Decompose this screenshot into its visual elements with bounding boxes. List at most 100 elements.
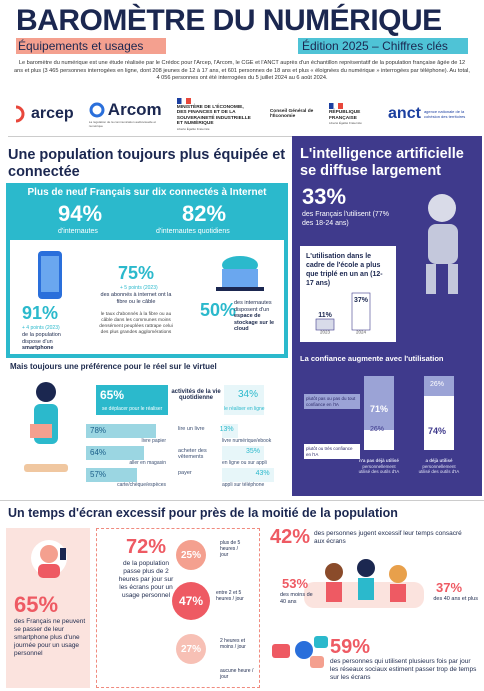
ministere-logo: MINISTÈRE DE L'ÉCONOMIE, DES FINANCES ET… (176, 97, 255, 131)
smartphone-pct: 91% (22, 303, 59, 323)
trust-a-caption: n'a pas déjà utilisé personnellement uti… (358, 458, 400, 474)
screen-time-pct: 72% (126, 536, 167, 558)
logo-strip: arcep Arcom La régulation de la communic… (14, 94, 470, 134)
section1-title: Une population toujours plus équipée et … (8, 147, 286, 180)
smartphone-label: de la population dispose d'un smartphone (22, 332, 61, 351)
act-left-label: se déplacer pour le réaliser (102, 406, 163, 412)
smartphone-icon (38, 251, 62, 299)
bar-2023 (315, 318, 335, 331)
arcom-logo: Arcom La régulation de la communication … (88, 100, 162, 128)
row-left-bar (86, 424, 157, 438)
c1-label: plus de 5 heures / jour (220, 540, 241, 558)
social-icons-illustration-icon (272, 636, 328, 668)
trust-bar-b-top (424, 376, 454, 396)
excess-label: des personnes jugent excessif leur temps… (314, 530, 462, 545)
screen-time-c1: 25% (176, 540, 206, 570)
connected-title: Plus de neuf Français sur dix connectés … (27, 187, 267, 198)
row-right-label: livre numérique/ebook (222, 438, 272, 444)
reader-illustration-icon (24, 382, 68, 472)
row-right-pct: 35% (246, 448, 261, 455)
ai-pct: 33% (302, 184, 347, 209)
category-label: 2024 (356, 330, 367, 335)
activities-block: 65% se déplacer pour le réaliser activit… (96, 385, 280, 417)
old-label: des 40 ans et plus (433, 596, 478, 602)
fibre-delta: + 5 points (2023) (120, 285, 158, 291)
divider (8, 136, 476, 137)
row-mid-label: lire un livre (178, 426, 205, 432)
row-right-pct: 43% (255, 470, 270, 477)
cge-logo: Conseil Général de l'Économie (269, 108, 314, 120)
ai-label: des Français l'utilisent (77% des 18-24 … (302, 211, 389, 227)
woman-phone-illustration-icon (31, 540, 67, 578)
excess-pct: 42% (270, 526, 311, 548)
screen-time-label: de la population passe plus de 2 heures … (118, 560, 174, 599)
smart-dependence-pct: 65% (14, 592, 59, 617)
ai-title: L'intelligence artificielle se diffuse l… (300, 146, 464, 179)
row-left-label: livre papier (141, 438, 166, 444)
smart-dependence-label: des Français ne peuvent se passer de leu… (14, 618, 86, 657)
trust-top-label: plutôt pas ou pas du tout confiance en l… (304, 394, 360, 409)
c2-label: entre 2 et 5 heures / jour (216, 590, 244, 602)
row-mid-label: acheter des vêtements (178, 448, 207, 460)
trust-bar-b-bottom (424, 396, 454, 450)
young-pct: 53% (282, 576, 309, 591)
trust-bottom-label: plutôt ou très confiance en l'IA (304, 444, 360, 459)
trust-b-bottom: 74% (428, 426, 447, 436)
act-left-bar (96, 385, 168, 415)
row-left-label: aller en magasin (129, 460, 166, 466)
trust-a-bottom: 26% (370, 426, 385, 433)
bar-label: 37% (354, 297, 369, 304)
fibre-pct: 75% (118, 263, 155, 283)
young-label: des moins de 40 ans (280, 592, 313, 605)
row-left-bar (86, 446, 144, 460)
arcep-icon (15, 105, 25, 123)
fibre-label: des abonnés à internet ont la fibre ou l… (100, 292, 172, 305)
subtitle-right: Édition 2025 – Chiffres clés (298, 38, 468, 54)
subtitle-left: Équipements et usages (16, 38, 166, 54)
cloud-pct: 50% (200, 300, 237, 320)
row-right-bar (222, 468, 274, 482)
social-pct: 59% (330, 636, 371, 658)
act-label: activités de la vie quotidienne (171, 389, 221, 401)
school-text: L'utilisation dans le cadre de l'école a… (306, 253, 383, 287)
ai-panel: L'intelligence artificielle se diffuse l… (292, 136, 482, 496)
old-pct: 37% (436, 580, 463, 595)
trust-b-caption: a déjà utilisé personnellement utilisé d… (418, 458, 460, 474)
screen-time-c2: 47% (172, 582, 210, 620)
cloud-label: des internautes disposent d'un espace de… (234, 300, 275, 332)
row-left-pct: 64% (90, 448, 107, 457)
row-left-bar (86, 468, 138, 482)
fibre-note: le taux d'abonnés à la fibre ou au câble… (99, 312, 173, 335)
c4-label: aucune heure / jour (220, 668, 254, 680)
trust-a-top: 71% (370, 404, 389, 414)
act-right-bar (224, 385, 264, 415)
anct-logo: anct agence nationale de la cohésion des… (388, 105, 466, 122)
screen-time-c3: 27% (176, 634, 206, 664)
row-left-pct: 57% (90, 470, 107, 479)
trust-bar-a-top (364, 376, 394, 430)
intro-text: Le baromètre du numérique est une étude … (14, 60, 470, 81)
divider (0, 500, 484, 501)
trust-bar-a-bottom (364, 430, 394, 450)
internautes-label: d'internautes (58, 228, 98, 235)
screen-time-panel (96, 528, 260, 688)
act-right-label: le réaliser en ligne (224, 406, 265, 412)
act-right-pct: 34% (238, 389, 259, 400)
row-right-bar (222, 424, 238, 438)
republique-logo: RÉPUBLIQUE FRANÇAISE Liberté Égalité Fra… (328, 103, 373, 125)
quotidiens-pct: 82% (182, 201, 227, 226)
social-label: des personnes qui utilisent plusieurs fo… (330, 658, 477, 681)
real-title: Mais toujours une préférence pour le rée… (10, 362, 217, 371)
flag-icon (176, 97, 191, 104)
robot-illustration-icon (426, 194, 458, 294)
internautes-pct: 94% (58, 201, 103, 226)
section2-title: Un temps d'écran excessif pour près de l… (8, 506, 398, 520)
quotidiens-label: d'internautes quotidiens (156, 228, 230, 235)
trust-title: La confiance augmente avec l'utilisation (300, 354, 444, 363)
trust-b-top: 26% (430, 381, 445, 388)
cloud-laptop-icon (216, 256, 264, 291)
school-card: L'utilisation dans le cadre de l'école a… (300, 246, 396, 342)
row-left-label: carte/chèque/espèces (117, 482, 166, 488)
bar-label: 11% (318, 312, 332, 319)
row-right-bar (222, 446, 264, 460)
